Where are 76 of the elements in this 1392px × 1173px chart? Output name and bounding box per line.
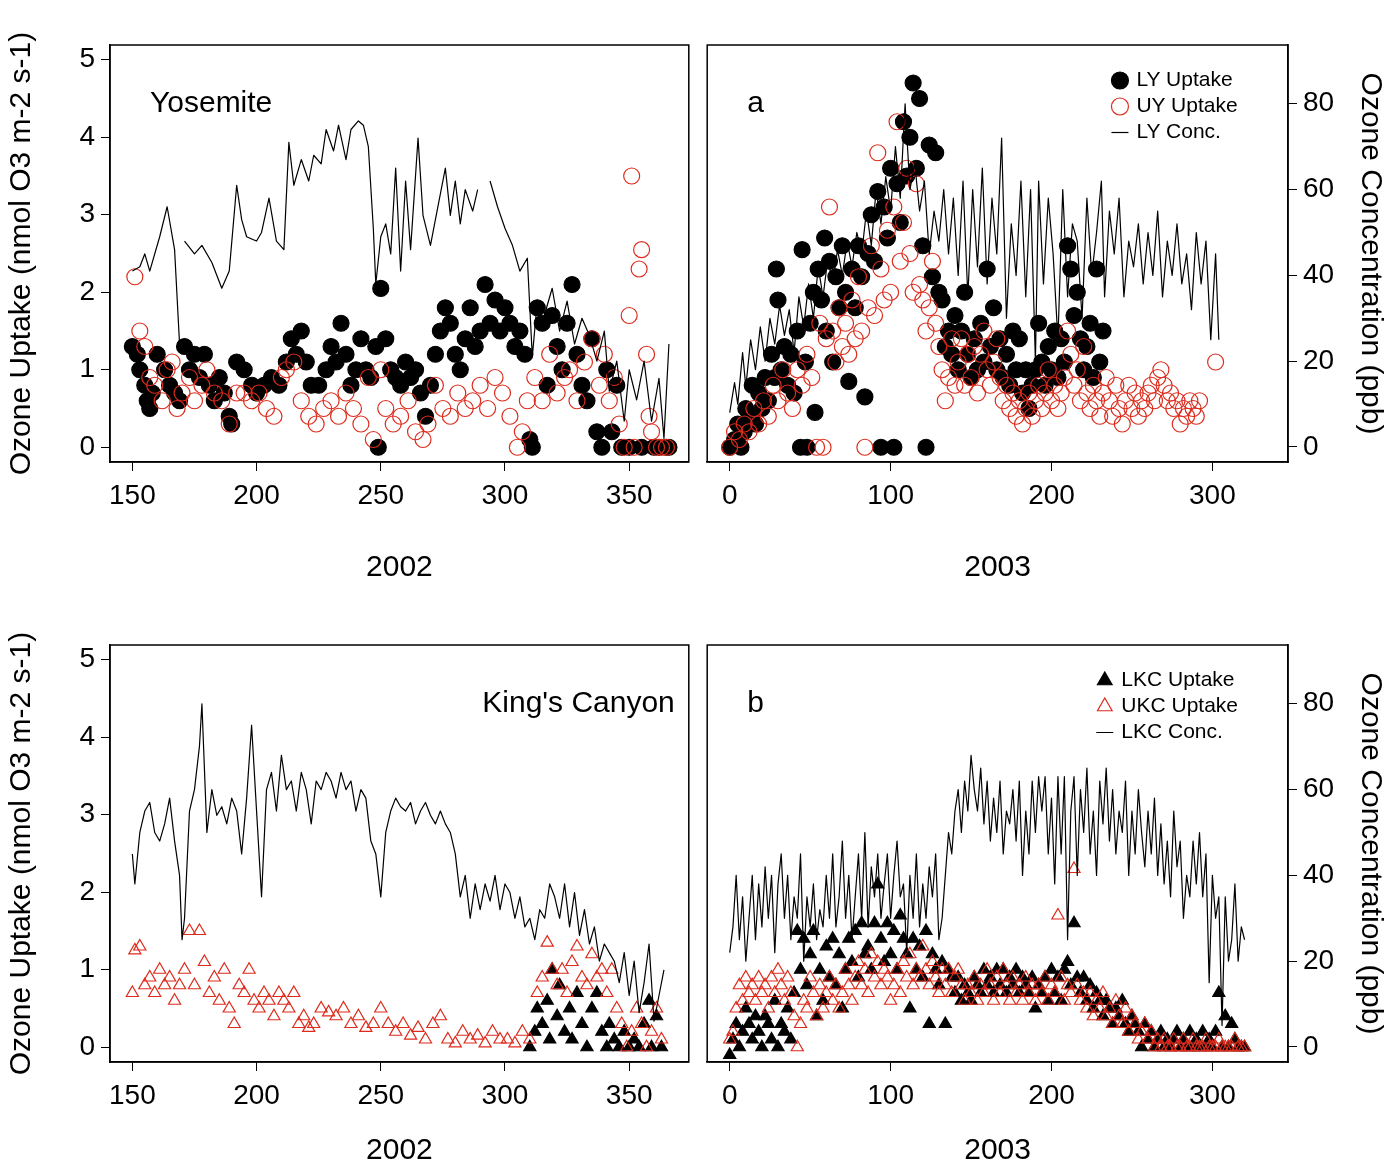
y2-tick-label: 60 [1303, 172, 1335, 204]
x-tick-label: 350 [605, 1078, 653, 1110]
x-tick-label: 0 [721, 1078, 738, 1110]
x-tick-label: 200 [233, 478, 280, 510]
y-tick-label: 1 [79, 352, 95, 384]
point [528, 1024, 542, 1036]
x-tick-label: 300 [1189, 1078, 1236, 1110]
point [562, 1000, 577, 1013]
point [550, 1008, 564, 1021]
point [590, 985, 604, 998]
y-tick-label: 4 [79, 719, 95, 751]
legend-label: LY Uptake [1136, 67, 1233, 91]
annotation: b [747, 685, 764, 719]
point [557, 1024, 572, 1036]
x-tick-label: 150 [109, 478, 156, 510]
y-tick-label: 5 [79, 642, 95, 674]
x-tick-label: 200 [1028, 1078, 1075, 1110]
point [535, 1016, 549, 1029]
x-axis-title: 2003 [964, 1132, 1031, 1166]
x-tick-label: 100 [867, 1078, 914, 1110]
point [600, 1039, 614, 1052]
legend-label: LKC Conc. [1121, 719, 1223, 743]
x-tick-label: 200 [233, 1078, 280, 1110]
x-tick-label: 100 [867, 478, 914, 510]
point [565, 1031, 579, 1044]
y2-tick-label: 40 [1303, 858, 1335, 890]
y-axis-title: Ozone Uptake (nmol O3 m-2 s-1) [3, 31, 37, 476]
x-tick-label: 350 [605, 478, 653, 510]
x-axis-title: 2002 [366, 1132, 433, 1166]
legend-label: LKC Uptake [1121, 667, 1235, 691]
y-tick-label: 3 [79, 797, 95, 829]
y-tick-label: 0 [79, 1029, 95, 1061]
y-tick-label: 1 [79, 952, 95, 984]
point [585, 1000, 599, 1013]
x-tick-label: 300 [481, 478, 529, 510]
point [543, 1031, 557, 1044]
legend-label: UY Uptake [1136, 93, 1238, 117]
x-tick-label: 250 [357, 478, 405, 510]
y2-tick-label: 60 [1303, 772, 1335, 804]
x-axis-title: 2002 [366, 549, 433, 583]
y2-tick-label: 80 [1303, 86, 1335, 118]
point [602, 1016, 616, 1029]
y2-axis-title: Ozone Concentration (ppb) [1355, 672, 1389, 1035]
y-tick-label: 4 [79, 119, 95, 151]
x-tick-label: 300 [1189, 478, 1236, 510]
legend-label: LY Conc. [1136, 119, 1221, 143]
legend-label: UKC Uptake [1121, 693, 1239, 717]
x-axis-title: 2003 [964, 549, 1031, 583]
x-tick-label: 200 [1028, 478, 1075, 510]
point [575, 1016, 589, 1029]
annotation: Yosemite [150, 85, 273, 119]
y2-tick-label: 40 [1303, 258, 1335, 290]
annotation: a [747, 85, 765, 119]
point [570, 985, 584, 998]
y2-tick-label: 80 [1303, 686, 1335, 718]
point [580, 1039, 594, 1052]
x-tick-label: 0 [721, 478, 738, 510]
y-tick-label: 0 [79, 429, 95, 461]
y-tick-label: 2 [79, 274, 95, 306]
point [540, 993, 554, 1005]
x-tick-label: 300 [481, 1078, 529, 1110]
y-tick-label: 5 [79, 42, 95, 74]
y2-tick-label: 20 [1303, 943, 1335, 975]
x-tick-label: 250 [357, 1078, 405, 1110]
x-tick-label: 150 [109, 1078, 156, 1110]
y-tick-label: 2 [79, 874, 95, 906]
point [530, 1000, 544, 1013]
y2-axis-title: Ozone Concentration (ppb) [1355, 72, 1389, 435]
annotation: King's Canyon [482, 685, 675, 719]
y2-tick-label: 20 [1303, 343, 1335, 375]
point [595, 1024, 609, 1036]
y2-tick-label: 0 [1303, 1029, 1319, 1061]
y-axis-title: Ozone Uptake (nmol O3 m-2 s-1) [3, 631, 37, 1076]
y2-tick-label: 0 [1303, 429, 1319, 461]
point [642, 993, 656, 1005]
y-tick-label: 3 [79, 197, 95, 229]
